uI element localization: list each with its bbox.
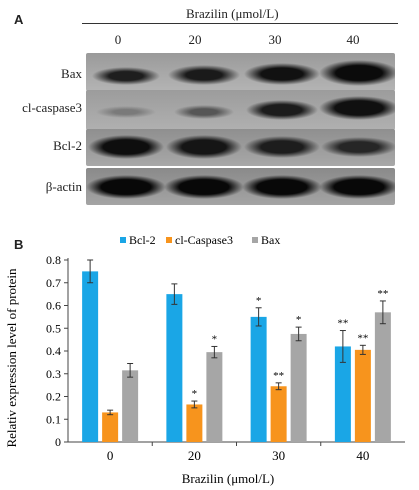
band-label-bcl2: Bcl-2 <box>53 138 82 153</box>
significance-label: ** <box>273 370 284 382</box>
band-label-beta-actin: β-actin <box>45 179 82 194</box>
panel-b-letter: B <box>14 237 24 252</box>
blot-strip-beta-actin <box>86 168 395 205</box>
y-tick-label: 0.3 <box>46 367 61 381</box>
bar <box>290 333 307 442</box>
significance-label: * <box>256 295 262 307</box>
bar <box>122 370 139 442</box>
y-tick-label: 0.5 <box>46 321 61 335</box>
significance-label: ** <box>357 332 368 344</box>
bar <box>186 404 203 442</box>
legend-label: Bax <box>261 233 280 247</box>
x-tick-label: 30 <box>272 448 285 463</box>
blot-title-underline <box>82 23 398 24</box>
significance-label: * <box>212 333 218 345</box>
y-tick-label: 0.6 <box>46 299 61 313</box>
blot-strip-bax <box>86 53 395 91</box>
dose-label: 0 <box>114 32 122 47</box>
y-tick-label: 0 <box>55 435 61 449</box>
bar <box>206 352 223 442</box>
x-tick-label: 0 <box>107 448 114 463</box>
y-tick-label: 0.1 <box>46 412 61 426</box>
panel-a-letter: A <box>14 12 24 27</box>
x-axis-label: Brazilin (μmol/L) <box>182 471 275 486</box>
bar <box>270 386 287 442</box>
dose-label: 40 <box>346 32 360 47</box>
legend-label: Bcl-2 <box>129 233 156 247</box>
y-tick-label: 0.2 <box>46 390 61 404</box>
y-tick-label: 0.7 <box>46 276 61 290</box>
bar <box>250 316 267 442</box>
band-label-cl-caspase3: cl-caspase3 <box>22 100 82 115</box>
legend-swatch <box>166 237 172 243</box>
bar <box>102 412 119 442</box>
legend-swatch <box>252 237 258 243</box>
blot-strip-bcl2 <box>86 129 395 166</box>
legend-label: cl-Caspase3 <box>175 233 233 247</box>
dose-label: 20 <box>188 32 202 47</box>
bar <box>166 294 183 442</box>
legend-swatch <box>120 237 126 243</box>
bar <box>334 346 351 442</box>
dose-label: 30 <box>268 32 282 47</box>
significance-label: ** <box>337 318 348 330</box>
y-tick-label: 0.4 <box>46 344 61 358</box>
significance-label: * <box>192 388 198 400</box>
y-axis-label: Relativ expression level of protein <box>4 268 19 448</box>
significance-label: ** <box>377 288 388 300</box>
x-tick-label: 20 <box>188 448 201 463</box>
bar <box>82 271 99 442</box>
blot-title: Brazilin (μmol/L) <box>186 6 279 21</box>
bar <box>374 312 391 442</box>
significance-label: * <box>296 314 302 326</box>
y-tick-label: 0.8 <box>46 253 61 267</box>
bar <box>354 349 371 442</box>
x-tick-label: 40 <box>356 448 369 463</box>
band-label-bax: Bax <box>61 66 82 81</box>
chart-legend: Bcl-2 cl-Caspase3 Bax <box>120 233 280 247</box>
blot-strip-cl-caspase3 <box>86 90 395 130</box>
